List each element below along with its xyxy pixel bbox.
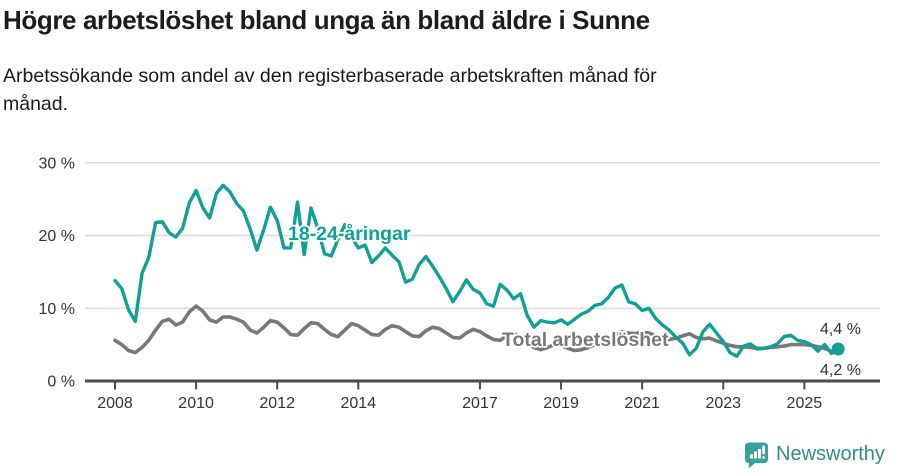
x-tick-label: 2017 [462, 395, 498, 412]
logo-bar-2 [754, 451, 757, 459]
x-tick-label: 2021 [624, 395, 660, 412]
end-value-label-total: 4,2 % [820, 362, 861, 379]
y-tick-label: 30 % [39, 155, 75, 172]
y-tick-label: 20 % [39, 228, 75, 245]
logo-bar-3 [758, 448, 761, 459]
x-tick-label: 2023 [705, 395, 741, 412]
y-tick-label: 10 % [39, 301, 75, 318]
subtitle-line-2: månad. [3, 93, 69, 115]
chart-subtitle: Arbetssökande som andel av den registerb… [3, 62, 657, 118]
y-tick-label: 0 % [47, 374, 75, 391]
newsworthy-logo: Newsworthy [744, 441, 885, 468]
page-title: Högre arbetslöshet bland unga än bland ä… [3, 5, 650, 35]
y-axis-labels: 0 % 10 % 20 % 30 % [39, 155, 75, 390]
x-tick-label: 2019 [543, 395, 579, 412]
x-tick-label: 2012 [259, 395, 295, 412]
series-label-total: Total arbetslöshet [502, 329, 669, 351]
youth-line-end-dot [831, 342, 845, 356]
x-tick-label: 2025 [787, 395, 823, 412]
x-tick-label: 2014 [341, 395, 377, 412]
subtitle-line-1: Arbetssökande som andel av den registerb… [3, 65, 657, 87]
series-label-youth: 18-24-åringar [288, 222, 411, 245]
end-value-label-youth: 4,4 % [820, 321, 861, 338]
logo-bar-1 [749, 454, 753, 459]
x-axis-labels: 2008 2010 2012 2014 2017 2019 2021 2023 2025 [97, 395, 822, 412]
logo-exclamation-dot [762, 456, 765, 459]
total-unemployment-line [113, 304, 840, 355]
x-tick-label: 2010 [178, 395, 214, 412]
logo-exclamation-bar [762, 445, 765, 455]
newsworthy-icon [744, 442, 769, 468]
gridlines [85, 162, 880, 310]
x-axis-ticks [114, 382, 806, 390]
brand-name: Newsworthy [776, 443, 885, 465]
x-tick-label: 2008 [97, 395, 133, 412]
youth-unemployment-line [113, 183, 840, 358]
